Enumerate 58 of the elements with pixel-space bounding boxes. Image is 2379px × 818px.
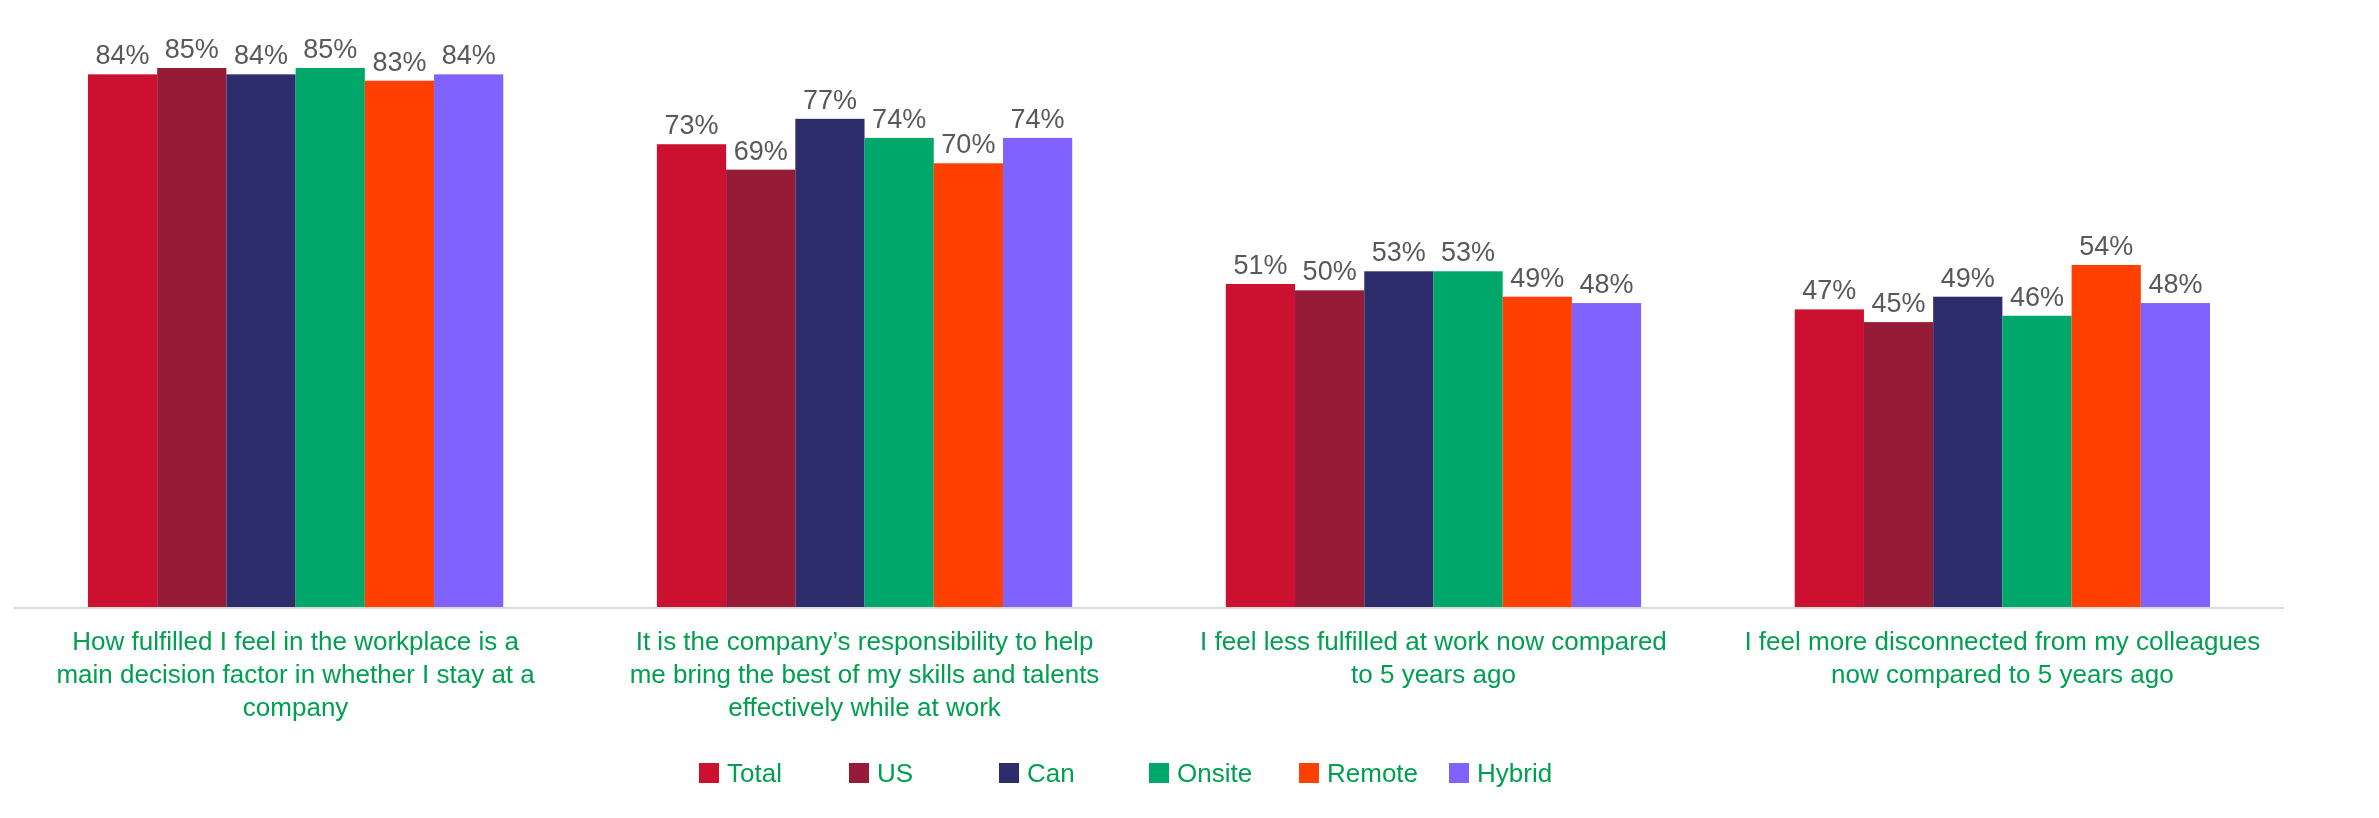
x-tick-label: I feel less fulfilled at work now compared to 5 years ago (1200, 626, 1667, 689)
bar (295, 68, 365, 608)
bar (864, 137, 934, 608)
bar (933, 163, 1003, 608)
data-label: 45% (1871, 288, 1926, 319)
legend-label: Remote (1327, 758, 1419, 788)
bar (1794, 309, 1864, 608)
data-label: 47% (1802, 275, 1857, 306)
x-tick-label: It is the company’s responsibility to help me bring the best of my skills and talents effectively while at work (629, 626, 1100, 722)
data-label: 69% (733, 135, 788, 166)
bar (226, 74, 296, 608)
data-label: 53% (1441, 237, 1496, 268)
data-label: 85% (164, 34, 219, 64)
data-label: 48% (1579, 269, 1634, 300)
legend-label: Total (727, 758, 782, 788)
bar (364, 80, 435, 608)
data-label: 84% (441, 40, 496, 71)
data-label: 77% (802, 84, 857, 115)
data-label: 83% (372, 46, 427, 77)
bar (87, 74, 158, 608)
bar (434, 74, 504, 608)
bar (1502, 296, 1572, 608)
bar (1364, 271, 1434, 608)
data-label: 53% (1371, 237, 1426, 268)
bar (2002, 315, 2072, 608)
data-label: 85% (303, 34, 358, 64)
bar (726, 169, 796, 608)
data-label: 74% (872, 103, 927, 134)
data-label: 54% (2079, 230, 2134, 261)
bar (1863, 322, 1934, 608)
legend-label: Hybrid (1477, 758, 1553, 788)
data-label: 49% (1940, 262, 1995, 293)
bar (2140, 303, 2211, 608)
data-label: 51% (1233, 250, 1288, 280)
data-label: 84% (233, 40, 289, 71)
data-label: 50% (1302, 256, 1357, 287)
data-label: 84% (95, 40, 150, 71)
data-label: 49% (1510, 262, 1565, 293)
data-label: 74% (1010, 103, 1065, 134)
bar (1571, 303, 1642, 608)
bar (157, 68, 227, 608)
data-label: 46% (2009, 281, 2065, 312)
bar (1433, 271, 1503, 608)
bar (795, 118, 865, 608)
legend-label: US (877, 758, 914, 788)
x-tick-label: I feel more disconnected from my colleagues now compared to 5 years ago (1744, 626, 2261, 689)
data-label: 73% (664, 110, 719, 141)
data-label: 48% (2148, 269, 2203, 300)
bar (1002, 137, 1073, 608)
legend-label: Onsite (1177, 758, 1253, 788)
bar (2071, 264, 2141, 608)
bar (1225, 284, 1296, 608)
bar (656, 144, 727, 608)
legend-label: Can (1027, 758, 1075, 788)
bar (1933, 296, 2003, 608)
data-label: 70% (941, 129, 996, 160)
x-tick-label: How fulfilled I feel in the workplace is a main decision factor in whether I stay at a company (56, 626, 536, 722)
bar (1295, 290, 1365, 608)
